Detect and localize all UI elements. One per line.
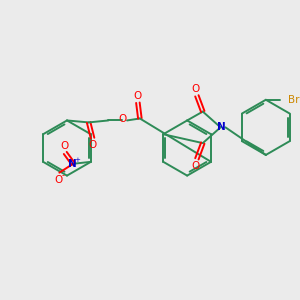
Text: N: N <box>68 159 76 169</box>
Text: -: - <box>62 171 65 180</box>
Text: O: O <box>134 91 142 101</box>
Text: +: + <box>74 157 80 163</box>
Text: O: O <box>192 84 200 94</box>
Text: O: O <box>88 140 97 150</box>
Text: O: O <box>192 161 200 171</box>
Text: O: O <box>54 175 62 184</box>
Text: O: O <box>118 115 126 124</box>
Text: Br: Br <box>287 95 299 105</box>
Text: O: O <box>60 141 68 151</box>
Text: N: N <box>217 122 226 132</box>
